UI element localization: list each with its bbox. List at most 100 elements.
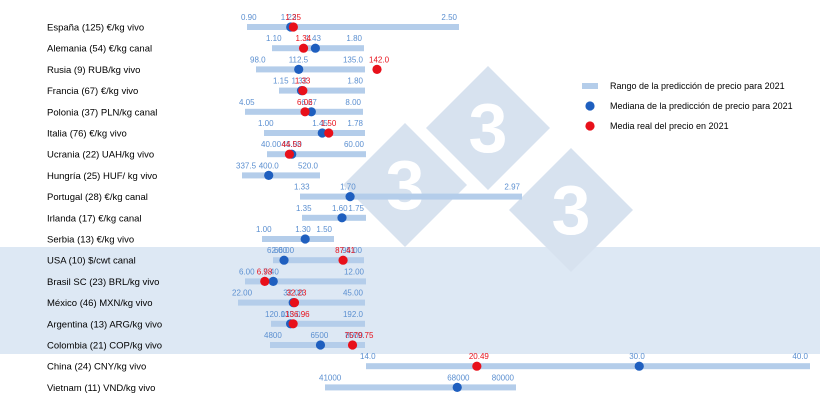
legend-range-swatch [582,83,598,89]
row-1: Alemania (54) €/kg canal 1.10 1.80 1.431.34 [47,34,364,55]
range-bar [247,24,459,30]
range-max-label: 192.0 [343,310,364,319]
row-11: USA (10) $/cwt canal 62.00 95.00 66.00 87.41 [47,246,364,267]
real-point [472,361,482,371]
range-bar [262,236,334,242]
median-label: 45.00 [282,140,303,149]
real-point [298,43,309,53]
range-max-label: 2.97 [504,183,520,192]
range-max-label: 40.0 [792,352,808,361]
range-min-label: 41000 [319,373,342,382]
median-label: 135.0 [281,310,302,319]
real-point [289,298,300,308]
range-max-label: 1.75 [348,204,364,213]
category-label: Ucrania (22) UAH/kg vivo [47,150,154,161]
range-bar [279,87,365,94]
real-point [260,276,270,286]
range-min-label: 14.0 [360,352,376,361]
row-14: Argentina (13) ARG/kg vivo 120.0 192.0 135.… [47,310,365,330]
median-label: 7.40 [263,267,279,276]
range-bar [242,172,320,179]
range-min-label: 1.15 [273,77,289,86]
median-label: 32.00 [283,289,304,298]
median-label: 68000 [447,373,470,382]
row-15: Colombia (21) COP/kg vivo 4800 8000 6500 757… [47,331,374,352]
range-bar [267,151,366,158]
range-bar [245,278,366,285]
row-6: Ucrania (22) UAH/kg vivo 40.00 60.00 45.004… [47,140,366,161]
range-max-label: 60.00 [344,140,365,149]
real-label: 87.41 [335,246,356,255]
real-label: 20.49 [469,352,490,361]
range-min-label: 98.0 [250,55,266,64]
median-point [279,255,289,265]
legend-median-label: Mediana de la predicción de precio para … [610,101,793,111]
range-min-label: 22.00 [232,289,253,298]
row-2: Rusia (9) RUB/kg vivo 98.0 135.0 112.5 142.0 [47,55,390,76]
range-min-label: 1.00 [258,119,274,128]
median-label: 1.32 [291,77,307,86]
range-max-label: 95.00 [342,246,363,255]
real-label: 6.98 [257,267,273,276]
watermark-logo: 333 [343,66,633,272]
real-point [298,86,308,96]
row-3: Francia (67) €/kg vivo 1.15 1.80 1.321.33 [47,77,365,97]
row-13: México (46) MXN/kg vivo 22.00 45.00 32.0032… [47,289,365,309]
category-label: Alemania (54) €/kg canal [47,44,152,55]
median-label: 6500 [310,331,328,340]
category-label: Italia (76) €/kg vivo [47,129,127,140]
real-label: 6.06 [297,98,313,107]
median-label: 1.30 [295,225,311,234]
row-5: Italia (76) €/kg vivo 1.00 1.78 1.451.50 [47,119,365,140]
row-12: Brasil SC (23) BRL/kg vivo 6.00 12.00 7.406… [47,267,366,288]
median-point [345,192,355,202]
range-max-label: 135.0 [343,55,364,64]
range-min-label: 40.00 [261,140,282,149]
range-bar [273,257,364,264]
range-min-label: 62.00 [267,246,288,255]
median-label: 1.43 [305,34,321,43]
range-max-label: 520.0 [298,161,319,170]
row-10: Serbia (13) €/kg vivo 1.00 1.50 1.30 [47,225,334,246]
category-label: Polonia (37) PLN/kg canal [47,107,157,118]
range-max-label: 8.00 [345,98,361,107]
chart-rows: España (125) €/kg vivo 0.90 2.50 1.231.25 Al… [47,13,810,394]
real-point [372,64,382,74]
category-label: Portugal (28) €/kg canal [47,192,148,203]
legend: Rango de la predicción de precio para 20… [582,81,793,131]
median-point [268,276,278,286]
range-max-label: 80000 [492,373,515,382]
category-label: Vietnam (11) VND/kg vivo [47,383,155,394]
range-bar [271,320,365,327]
watermark-diamond-2 [426,66,550,190]
category-label: China (24) CNY/kg vivo [47,362,146,373]
row-4: Polonia (37) PLN/kg canal 4.05 8.00 6.276.0… [47,98,363,118]
real-point [284,149,295,159]
range-max-label: 1.80 [346,34,362,43]
row-9: Irlanda (17) €/kg canal 1.35 1.751.60 [47,204,366,224]
category-label: Colombia (21) COP/kg vivo [47,341,162,352]
median-point [300,234,310,244]
range-max-label: 1.80 [347,77,363,86]
watermark-diamond-1 [343,123,467,247]
median-point [452,382,462,392]
median-label: 400.0 [259,161,280,170]
median-label: 1.23 [281,13,297,22]
range-min-label: 6.00 [239,267,255,276]
range-bar [238,299,365,306]
real-label: 136.96 [285,310,310,319]
category-label: Hungría (25) HUF/ kg vivo [47,171,157,182]
americas-band [0,247,820,354]
median-label: 6.27 [301,98,317,107]
real-point [300,107,310,117]
range-min-label: 1.35 [296,204,312,213]
median-label: 30.0 [629,352,645,361]
row-0: España (125) €/kg vivo 0.90 2.50 1.231.25 [47,13,459,34]
range-min-label: 0.90 [241,13,257,22]
median-point [294,64,304,74]
median-point [634,361,644,371]
range-min-label: 337.5 [236,161,257,170]
watermark-digit-1: 3 [386,146,425,224]
range-max-label: 1.50 [316,225,332,234]
